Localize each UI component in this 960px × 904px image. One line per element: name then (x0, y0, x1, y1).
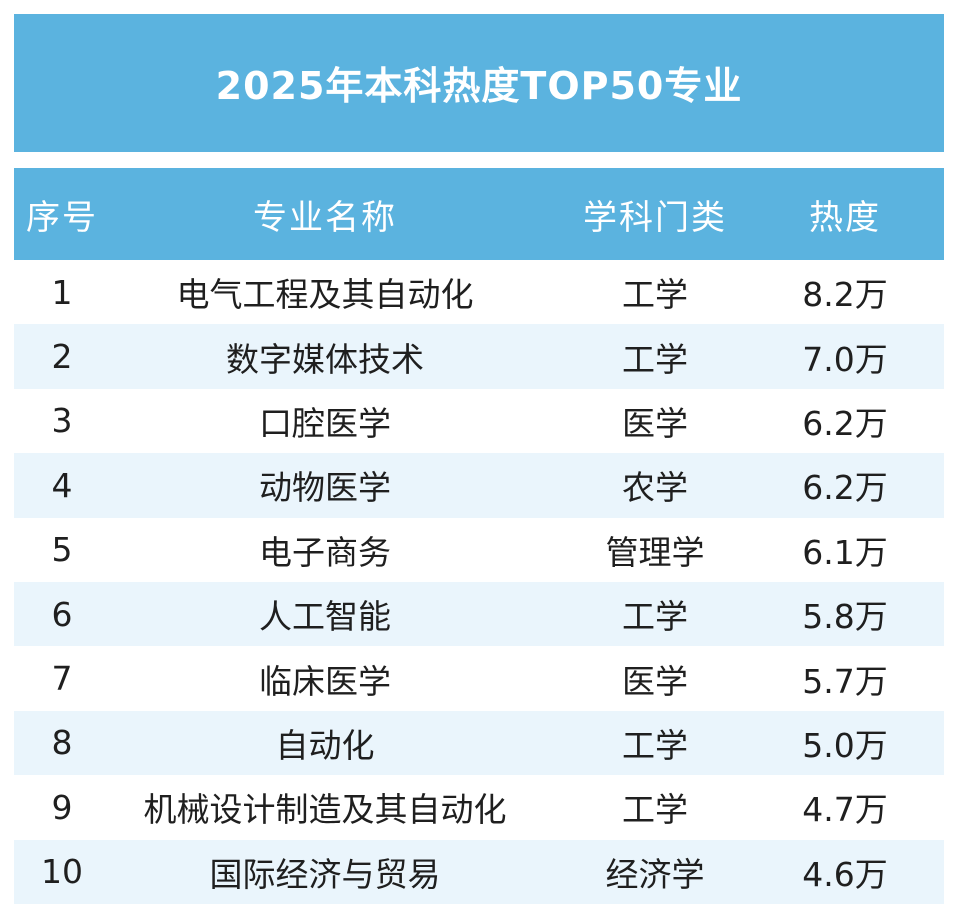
row-major: 数字媒体技术 (226, 339, 424, 379)
table-row: 5 电子商务 管理学 6.1万 (14, 518, 944, 582)
row-major: 电气工程及其自动化 (176, 275, 474, 315)
row-index: 5 (51, 530, 73, 570)
row-index: 6 (51, 594, 73, 634)
row-category: 经济学 (605, 854, 705, 894)
row-category: 工学 (622, 339, 688, 379)
table-row: 3 口腔医学 医学 6.2万 (14, 389, 944, 453)
row-major: 人工智能 (259, 597, 391, 637)
row-index: 4 (51, 465, 73, 505)
row-heat: 5.8万 (802, 597, 888, 637)
row-index: 2 (51, 337, 73, 377)
table-body: 1 电气工程及其自动化 工学 8.2万 2 数字媒体技术 工学 7.0万 3 口… (14, 260, 944, 904)
row-heat: 5.7万 (802, 661, 888, 701)
row-heat: 5.0万 (802, 725, 888, 765)
table-row: 1 电气工程及其自动化 工学 8.2万 (14, 260, 944, 324)
row-major: 自动化 (275, 725, 375, 765)
row-category: 农学 (622, 468, 688, 508)
row-heat: 4.6万 (802, 854, 888, 894)
table-row: 9 机械设计制造及其自动化 工学 4.7万 (14, 775, 944, 839)
row-major: 动物医学 (259, 468, 391, 508)
row-index: 10 (41, 852, 83, 892)
ranking-table: 2025年本科热度TOP50专业 序号 专业名称 学科门类 热度 1 电气工程及… (14, 14, 944, 904)
header-category: 学科门类 (583, 197, 727, 238)
row-index: 1 (51, 272, 73, 312)
row-major: 机械设计制造及其自动化 (143, 790, 507, 830)
table-row: 7 临床医学 医学 5.7万 (14, 646, 944, 710)
row-index: 8 (51, 723, 73, 763)
header-index: 序号 (26, 197, 98, 238)
row-category: 医学 (622, 661, 688, 701)
row-heat: 6.2万 (802, 403, 888, 443)
row-category: 工学 (622, 790, 688, 830)
row-category: 医学 (622, 403, 688, 443)
row-heat: 8.2万 (802, 275, 888, 315)
row-category: 工学 (622, 597, 688, 637)
table-header: 序号 专业名称 学科门类 热度 (14, 168, 944, 260)
row-major: 国际经济与贸易 (209, 854, 441, 894)
header-major: 专业名称 (253, 197, 397, 238)
table-row: 10 国际经济与贸易 经济学 4.6万 (14, 839, 944, 904)
row-heat: 6.2万 (802, 468, 888, 508)
row-heat: 4.7万 (802, 790, 888, 830)
row-heat: 6.1万 (802, 532, 888, 572)
table-row: 4 动物医学 农学 6.2万 (14, 453, 944, 518)
table-title: 2025年本科热度TOP50专业 (215, 63, 743, 108)
table-row: 2 数字媒体技术 工学 7.0万 (14, 324, 944, 389)
header-heat: 热度 (809, 197, 881, 238)
row-major: 电子商务 (259, 532, 391, 572)
title-bar: 2025年本科热度TOP50专业 (14, 14, 944, 152)
row-major: 临床医学 (259, 661, 391, 701)
table-row: 8 自动化 工学 5.0万 (14, 710, 944, 776)
row-heat: 7.0万 (802, 339, 888, 379)
row-category: 工学 (622, 725, 688, 765)
row-major: 口腔医学 (259, 403, 391, 443)
row-index: 3 (51, 401, 73, 441)
table-row: 6 人工智能 工学 5.8万 (14, 581, 944, 647)
row-index: 7 (51, 659, 73, 699)
row-index: 9 (51, 787, 73, 827)
row-category: 工学 (622, 275, 688, 315)
row-category: 管理学 (605, 532, 705, 572)
